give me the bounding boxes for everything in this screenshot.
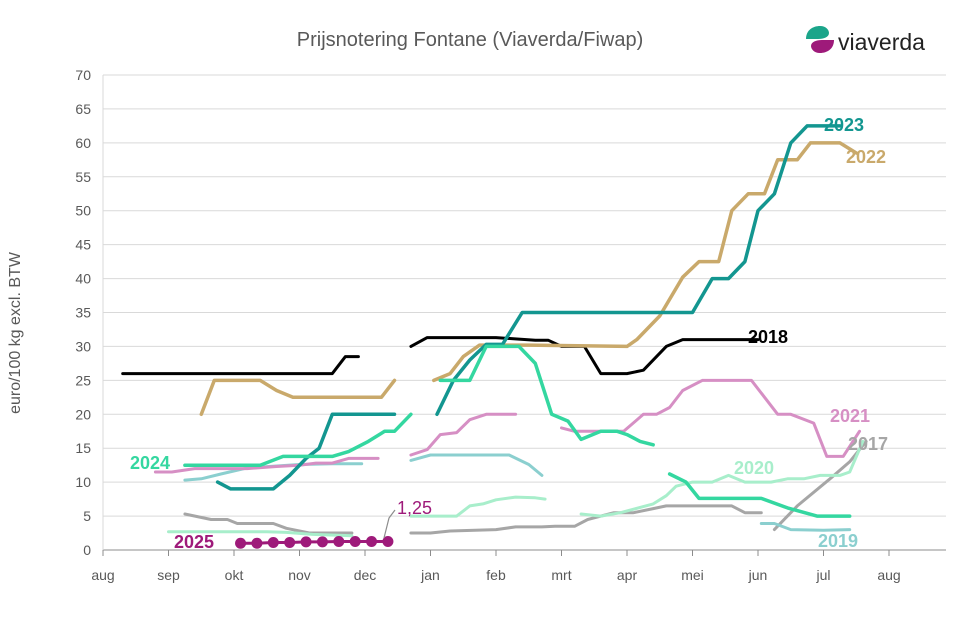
series-label-2017: 2017 (848, 434, 888, 454)
series-line-2018 (409, 336, 760, 376)
series-line-2018 (121, 355, 360, 376)
x-tick-label: nov (288, 567, 311, 583)
series-line-2025 (239, 540, 390, 545)
series-line-2017 (183, 512, 354, 535)
y-tick-label: 25 (75, 372, 91, 388)
y-tick-label: 55 (75, 169, 91, 185)
x-tick-label: mrt (551, 567, 571, 583)
series-labels: 2018 2017 2019 2020 2021 2022 2023 2024 2025 (130, 115, 888, 552)
series-line-2024 (183, 412, 413, 467)
x-tick-label: feb (486, 567, 506, 583)
series-2020 (167, 439, 865, 538)
series-line-2021 (560, 378, 861, 458)
data-point-2025 (300, 536, 312, 548)
series-label-2022: 2022 (846, 147, 886, 167)
series-label-2020: 2020 (734, 458, 774, 478)
y-tick-label: 45 (75, 237, 91, 253)
y-tick-label: 70 (75, 67, 91, 83)
y-tick-label: 5 (83, 508, 91, 524)
series-line-2020 (167, 530, 354, 538)
x-tick-label: jul (815, 567, 830, 583)
series-2018 (121, 336, 760, 376)
x-tick-label: dec (354, 567, 377, 583)
series-label-2024: 2024 (130, 453, 170, 473)
series-2024 (183, 344, 852, 518)
x-tick-label: jan (420, 567, 440, 583)
data-point-2025 (235, 537, 247, 549)
series-2023 (215, 124, 842, 491)
data-point-2025 (316, 536, 328, 548)
y-tick-label: 50 (75, 203, 91, 219)
x-tick-label: sep (157, 567, 180, 583)
y-tick-label: 65 (75, 101, 91, 117)
gridlines (102, 74, 946, 556)
series-lines (121, 124, 868, 549)
y-tick-label: 15 (75, 440, 91, 456)
viaverda-logo: viaverda (806, 26, 925, 55)
data-point-2025 (349, 536, 361, 548)
x-tick-label: aug (91, 567, 114, 583)
annotation-1-25: 1,25 (383, 498, 432, 539)
series-2017 (183, 439, 868, 535)
series-label-2018: 2018 (748, 327, 788, 347)
series-line-2022 (199, 378, 397, 417)
series-line-2023 (435, 124, 842, 417)
y-tick-label: 30 (75, 338, 91, 354)
x-tick-label: aug (877, 567, 900, 583)
series-label-2025: 2025 (174, 532, 214, 552)
y-axis-label: euro/100 kg excl. BTW (7, 251, 24, 414)
series-2025 (235, 536, 394, 549)
x-tick-label: apr (617, 567, 638, 583)
series-line-2017 (772, 439, 868, 532)
chart-title: Prijsnotering Fontane (Viaverda/Fiwap) (297, 29, 643, 51)
series-line-2021 (409, 412, 518, 457)
series-line-2019 (759, 522, 852, 532)
x-tick-label: jun (748, 567, 768, 583)
x-tick-label: mei (681, 567, 704, 583)
data-point-2025 (382, 536, 394, 548)
series-line-2019 (409, 453, 544, 477)
series-line-2022 (432, 141, 859, 383)
data-point-2025 (366, 536, 378, 548)
data-point-2025 (284, 537, 296, 549)
series-label-2019: 2019 (818, 531, 858, 551)
series-label-2021: 2021 (830, 406, 870, 426)
y-tick-label: 40 (75, 271, 91, 287)
series-line-2021 (153, 456, 380, 474)
annotation-label: 1,25 (397, 498, 432, 518)
viaverda-logo-text: viaverda (838, 29, 925, 55)
viaverda-logo-icon (806, 26, 834, 53)
series-line-2024 (438, 344, 655, 447)
data-point-2025 (267, 537, 279, 549)
y-tick-label: 60 (75, 135, 91, 151)
x-tick-labels: aug sep okt nov dec jan feb mrt apr mei jun jul aug (91, 567, 900, 583)
series-line-2020 (409, 495, 547, 518)
y-tick-label: 10 (75, 474, 91, 490)
series-line-2020 (579, 439, 865, 518)
series-2022 (199, 141, 859, 417)
data-point-2025 (251, 537, 263, 549)
y-tick-label: 35 (75, 305, 91, 321)
data-point-2025 (333, 536, 345, 548)
series-line-2024 (667, 472, 852, 518)
series-line-2017 (409, 504, 763, 535)
y-tick-label: 0 (83, 542, 91, 558)
y-tick-labels: 0 5 10 15 20 25 30 35 40 45 50 55 60 65 70 (75, 67, 91, 558)
series-label-2023: 2023 (824, 115, 864, 135)
series-line-2023 (215, 412, 397, 491)
x-tick-label: okt (225, 567, 244, 583)
y-tick-label: 20 (75, 406, 91, 422)
